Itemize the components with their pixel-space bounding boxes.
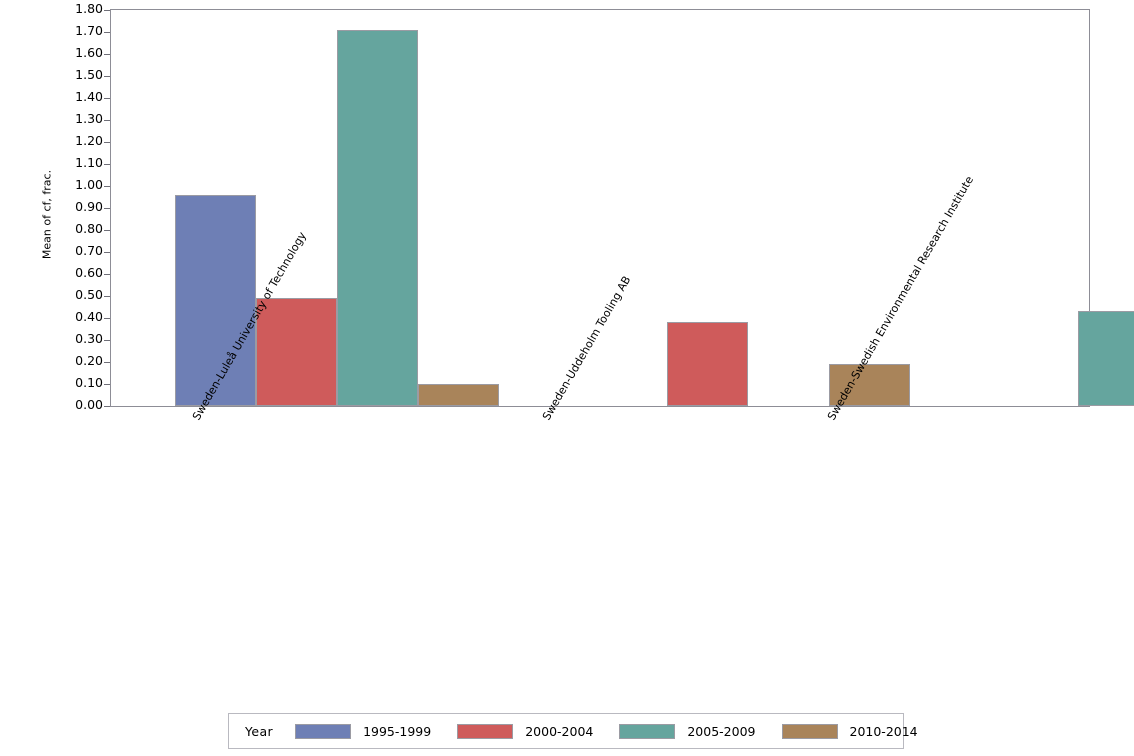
- legend-swatch: [619, 723, 676, 739]
- legend-entry[interactable]: 2000-2004: [457, 723, 594, 739]
- y-tick-label: 1.60: [75, 45, 103, 60]
- y-tick-mark: [104, 384, 110, 385]
- y-tick-label: 0.40: [75, 309, 103, 324]
- y-tick-mark: [104, 318, 110, 319]
- bars-layer: [111, 10, 1134, 406]
- legend: Year 1995-1999 2000-2004 2005-2009 2010-201…: [228, 713, 918, 749]
- y-tick-mark: [104, 186, 110, 187]
- y-tick-mark: [104, 340, 110, 341]
- legend-entry[interactable]: 2005-2009: [619, 723, 756, 739]
- legend-label: 2005-2009: [687, 723, 756, 739]
- y-tick-label: 1.40: [75, 89, 103, 104]
- legend-entries: 1995-1999 2000-2004 2005-2009 2010-2014: [295, 723, 944, 739]
- y-tick-label: 0.90: [75, 199, 103, 214]
- y-tick-mark: [104, 252, 110, 253]
- y-tick-mark: [104, 120, 110, 121]
- y-tick-mark: [104, 54, 110, 55]
- legend-swatch: [781, 723, 838, 739]
- y-tick-mark: [104, 406, 110, 407]
- legend-title: Year: [245, 723, 274, 739]
- y-tick-mark: [104, 10, 110, 11]
- bar: [337, 29, 418, 406]
- y-tick-mark: [104, 208, 110, 209]
- y-tick-mark: [104, 32, 110, 33]
- y-tick-mark: [104, 274, 110, 275]
- y-tick-label: 0.00: [75, 397, 103, 412]
- y-tick-label: 0.50: [75, 287, 103, 302]
- legend-label: 2000-2004: [525, 723, 594, 739]
- y-tick-label: 1.70: [75, 23, 103, 38]
- y-tick-label: 0.70: [75, 243, 103, 258]
- y-tick-label: 1.20: [75, 133, 103, 148]
- y-tick-label: 0.20: [75, 353, 103, 368]
- y-tick-label: 1.50: [75, 67, 103, 82]
- bar: [829, 364, 910, 406]
- legend-entry[interactable]: 1995-1999: [295, 723, 432, 739]
- y-tick-mark: [104, 142, 110, 143]
- y-tick-label: 0.60: [75, 265, 103, 280]
- legend-swatch: [295, 723, 352, 739]
- legend-label: 2010-2014: [849, 723, 918, 739]
- y-tick-mark: [104, 164, 110, 165]
- y-tick-mark: [104, 296, 110, 297]
- y-tick-mark: [104, 98, 110, 99]
- legend-label: 1995-1999: [363, 723, 432, 739]
- y-tick-label: 1.80: [75, 1, 103, 16]
- y-tick-label: 0.80: [75, 221, 103, 236]
- y-tick-label: 1.30: [75, 111, 103, 126]
- bar: [1078, 311, 1134, 406]
- y-tick-mark: [104, 362, 110, 363]
- y-tick-label: 1.10: [75, 155, 103, 170]
- bar: [175, 194, 256, 406]
- y-tick-mark: [104, 76, 110, 77]
- legend-entry[interactable]: 2010-2014: [781, 723, 918, 739]
- legend-swatch: [457, 723, 514, 739]
- y-tick-label: 0.30: [75, 331, 103, 346]
- y-tick-label: 0.10: [75, 375, 103, 390]
- bar: [418, 384, 499, 406]
- bar: [256, 298, 337, 406]
- y-tick-mark: [104, 230, 110, 231]
- bar: [667, 322, 748, 406]
- y-tick-label: 1.00: [75, 177, 103, 192]
